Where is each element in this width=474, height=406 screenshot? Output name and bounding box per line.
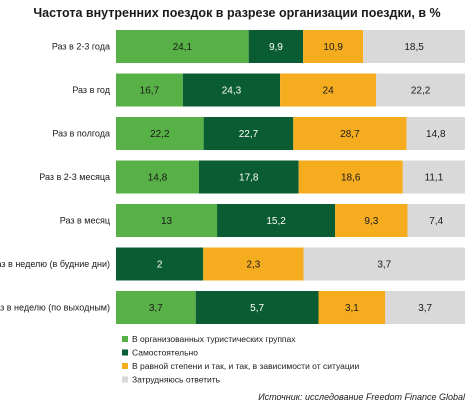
bar-segment — [303, 247, 465, 281]
legend-label: Затрудняюсь ответить — [132, 375, 221, 385]
bar-segment — [203, 117, 294, 150]
category-label: Раз в год — [72, 85, 110, 95]
bar-segment — [116, 160, 199, 194]
data-label: 5,7 — [250, 303, 264, 314]
legend: В организованных туристических группах Са… — [122, 334, 359, 385]
bar-segment — [303, 30, 364, 63]
data-label: 3,7 — [377, 260, 391, 271]
bar-segment — [116, 73, 183, 107]
bar-segment — [217, 204, 336, 237]
bar-segment — [203, 247, 304, 281]
bars-group: Раз в 2-3 года 24,1 9,9 10,9 18,5 Раз в год 16… — [0, 30, 465, 324]
data-label: 3,7 — [149, 303, 163, 314]
data-label: 24 — [323, 86, 335, 97]
chart-title: Частота внутренних поездок в разрезе орг… — [33, 6, 440, 20]
legend-label: В организованных туристических группах — [132, 334, 296, 344]
bar-segment — [116, 30, 249, 63]
data-label: 24,3 — [222, 86, 242, 97]
category-label: Раз в неделю (в будние дни) — [0, 259, 110, 269]
bar-segment — [335, 204, 408, 237]
data-label: 16,7 — [140, 86, 160, 97]
bar-segment — [363, 30, 465, 63]
data-label: 22,7 — [239, 129, 259, 140]
data-label: 18,5 — [404, 42, 424, 53]
chart-source: Источник: исследование Freedom Finance G… — [258, 392, 466, 402]
legend-swatch — [122, 376, 128, 383]
data-label: 2 — [157, 260, 163, 271]
bar-segment — [293, 117, 407, 150]
legend-swatch — [122, 363, 128, 369]
bar-segment — [116, 117, 204, 150]
data-label: 13 — [161, 216, 173, 227]
legend-label: Самостоятельно — [132, 348, 198, 358]
data-label: 15,2 — [266, 216, 286, 227]
bar-segment — [318, 291, 386, 324]
category-label: Раз в 2-3 месяца — [39, 172, 110, 182]
data-label: 22,2 — [150, 129, 170, 140]
data-label: 11,1 — [425, 173, 444, 184]
data-label: 7,4 — [429, 216, 443, 227]
category-label: Раз в неделю (по выходным) — [0, 303, 110, 313]
data-label: 3,7 — [418, 303, 432, 314]
data-label: 18,6 — [341, 173, 361, 184]
category-label: Раз в 2-3 года — [52, 42, 110, 52]
bar-segment — [116, 247, 204, 281]
data-label: 14,8 — [426, 129, 446, 140]
legend-swatch — [122, 336, 128, 342]
bar-segment — [182, 73, 281, 107]
data-label: 24,1 — [173, 42, 193, 53]
bar-segment — [195, 291, 319, 324]
bar-segment — [402, 160, 465, 194]
data-label: 14,8 — [148, 173, 168, 184]
bar-segment — [298, 160, 403, 194]
data-label: 22,2 — [411, 86, 431, 97]
bar-segment — [116, 291, 196, 324]
data-label: 10,9 — [323, 42, 343, 53]
bar-segment — [376, 73, 465, 107]
bar-segment — [280, 73, 377, 107]
bar-segment — [116, 204, 218, 237]
data-label: 2,3 — [246, 260, 260, 271]
data-label: 28,7 — [340, 129, 360, 140]
bar-segment — [198, 160, 299, 194]
data-label: 9,3 — [364, 216, 378, 227]
data-label: 9,9 — [269, 42, 283, 53]
legend-label: В равной степени и так, и так, в зависим… — [132, 361, 359, 371]
bar-segment — [406, 117, 465, 150]
data-label: 17,8 — [239, 173, 259, 184]
legend-swatch — [122, 349, 128, 356]
bar-segment — [385, 291, 465, 324]
bar-segment — [407, 204, 465, 237]
bar-segment — [248, 30, 304, 63]
data-label: 3,1 — [345, 303, 359, 314]
category-label: Раз в месяц — [60, 216, 110, 226]
category-label: Раз в полгода — [52, 129, 110, 139]
